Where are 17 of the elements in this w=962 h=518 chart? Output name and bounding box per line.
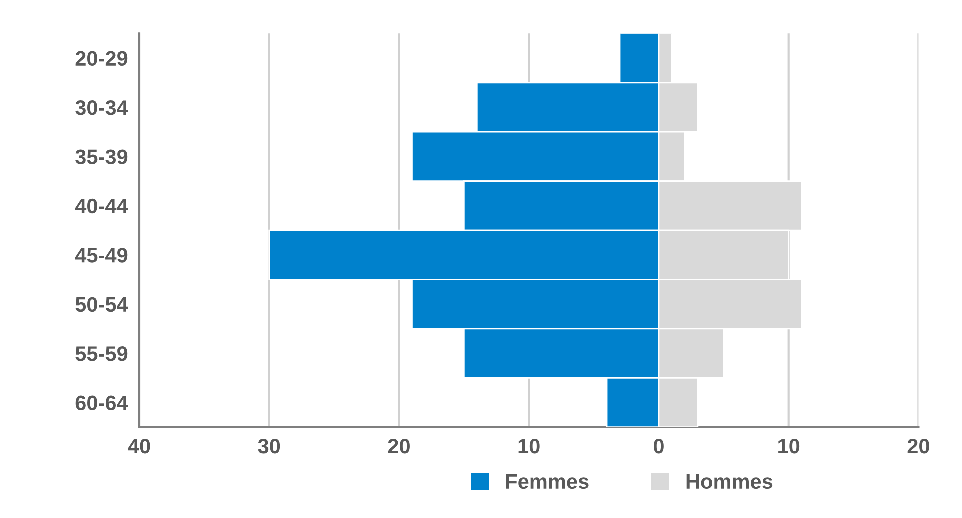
x-tick-label: 40 <box>128 439 150 454</box>
x-tick-label: 10 <box>518 439 540 454</box>
y-tick-label: 45-49 <box>75 248 128 263</box>
x-tick-label: 30 <box>258 439 280 454</box>
legend-label: Hommes <box>686 474 773 490</box>
y-tick-label: 50-54 <box>76 297 128 312</box>
y-tick-label: 35-39 <box>76 150 128 164</box>
y-tick-label: 20-29 <box>76 51 128 66</box>
x-tick-label: 0 <box>654 439 664 454</box>
y-tick-label: 30-34 <box>76 100 128 116</box>
legend-label: Femmes <box>506 474 589 490</box>
x-tick-label: 20 <box>388 439 410 454</box>
y-tick-label: 55-59 <box>76 346 128 362</box>
y-tick-label: 40-44 <box>75 198 128 214</box>
x-tick-label: 20 <box>908 439 930 454</box>
x-tick-label: 10 <box>778 439 800 454</box>
y-tick-label: 60-64 <box>76 396 128 410</box>
